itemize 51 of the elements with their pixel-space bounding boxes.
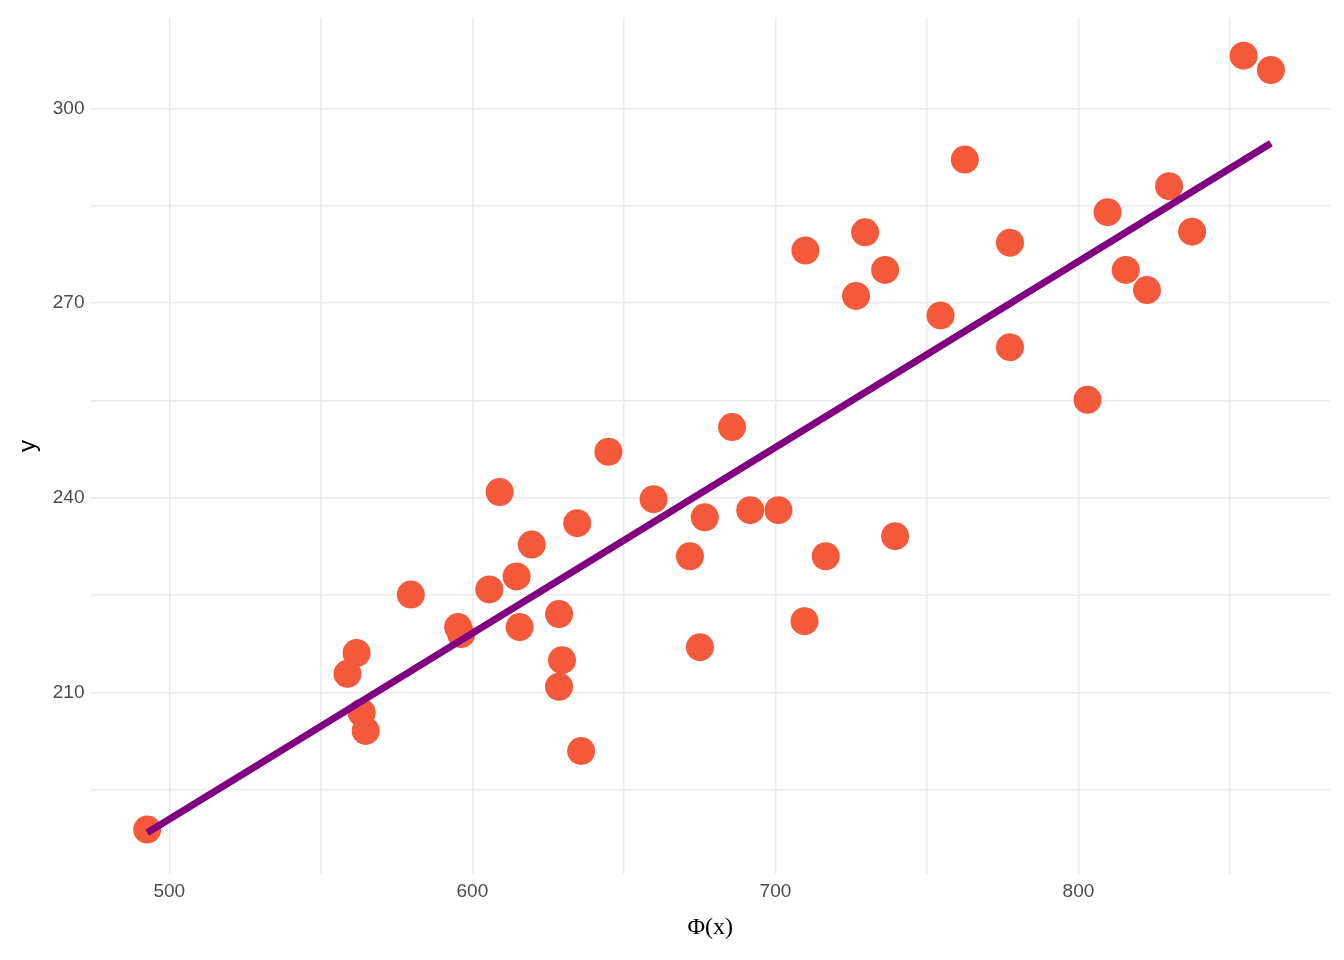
- point: [926, 301, 955, 330]
- x-tick-label: 800: [1062, 880, 1095, 902]
- point: [851, 218, 880, 247]
- point: [567, 737, 596, 766]
- y-tick-label: 210: [52, 680, 85, 702]
- point: [351, 716, 380, 745]
- point: [1229, 41, 1258, 70]
- point: [1093, 198, 1122, 227]
- point: [736, 496, 765, 525]
- point: [995, 228, 1024, 257]
- point: [342, 639, 371, 668]
- point: [842, 281, 871, 310]
- point: [639, 485, 668, 514]
- x-axis-title: Φ(x): [687, 912, 734, 939]
- point: [594, 437, 623, 466]
- point: [1073, 385, 1102, 414]
- point: [545, 600, 574, 629]
- point: [950, 145, 979, 174]
- point: [685, 633, 714, 662]
- point: [690, 503, 719, 532]
- point: [475, 575, 504, 604]
- point: [1155, 172, 1184, 201]
- point: [563, 509, 592, 538]
- point: [995, 333, 1024, 362]
- point: [764, 496, 793, 525]
- point: [1111, 255, 1140, 284]
- point: [790, 607, 819, 636]
- point: [1256, 55, 1285, 84]
- point: [517, 530, 546, 559]
- point: [791, 236, 820, 265]
- y-axis-title: y: [13, 439, 41, 452]
- point: [545, 672, 574, 701]
- x-tick-label: 500: [153, 880, 186, 902]
- point: [1178, 217, 1207, 246]
- point: [811, 542, 840, 571]
- point: [881, 522, 910, 551]
- point: [548, 646, 577, 675]
- point: [396, 580, 425, 609]
- x-tick-label: 600: [456, 880, 489, 902]
- point: [718, 413, 747, 442]
- point: [1132, 276, 1161, 305]
- point: [333, 659, 362, 688]
- point: [485, 478, 514, 506]
- y-tick-label: 240: [52, 486, 85, 508]
- y-tick-label: 300: [52, 96, 85, 118]
- x-tick-label: 700: [759, 880, 792, 902]
- point: [675, 542, 704, 571]
- point: [871, 255, 900, 284]
- y-tick-label: 270: [52, 291, 85, 313]
- point: [502, 562, 531, 591]
- point: [505, 613, 534, 642]
